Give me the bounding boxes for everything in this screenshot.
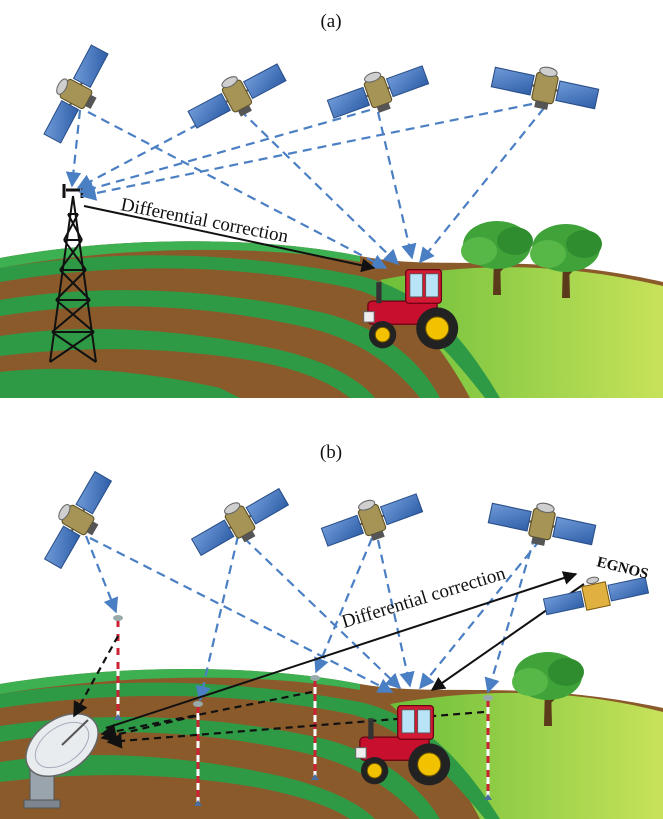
field-b: [0, 669, 663, 819]
dish-to-egnos-arrow: [105, 571, 578, 729]
panel-b-label: (b): [320, 442, 342, 463]
correction-label-b: Differential correction: [339, 563, 508, 633]
correction-arrow-a: [83, 205, 376, 273]
satellite-icon: [182, 53, 292, 139]
satellite-icon: [316, 482, 428, 558]
egnos-satellite-icon: [542, 576, 650, 616]
signals-to-tractor: [87, 107, 545, 269]
satellite-icon: [322, 54, 434, 130]
correction-label-a: Differential correction: [119, 194, 290, 247]
satellite-icon: [484, 491, 600, 557]
dish-antenna-icon: [23, 712, 99, 809]
satellite-icon: [33, 39, 119, 149]
radio-tower-icon: [49, 184, 97, 363]
signals-to-tower: [65, 102, 533, 201]
signals-b: [84, 535, 541, 702]
egnos-label: EGNOS: [595, 554, 650, 582]
panel-a: (a): [0, 11, 663, 398]
panel-a-label: (a): [320, 11, 341, 32]
satellite-icon: [34, 465, 122, 575]
satellite-icon: [487, 55, 603, 121]
panel-b: (b): [0, 442, 663, 819]
satellite-icon: [185, 478, 295, 566]
